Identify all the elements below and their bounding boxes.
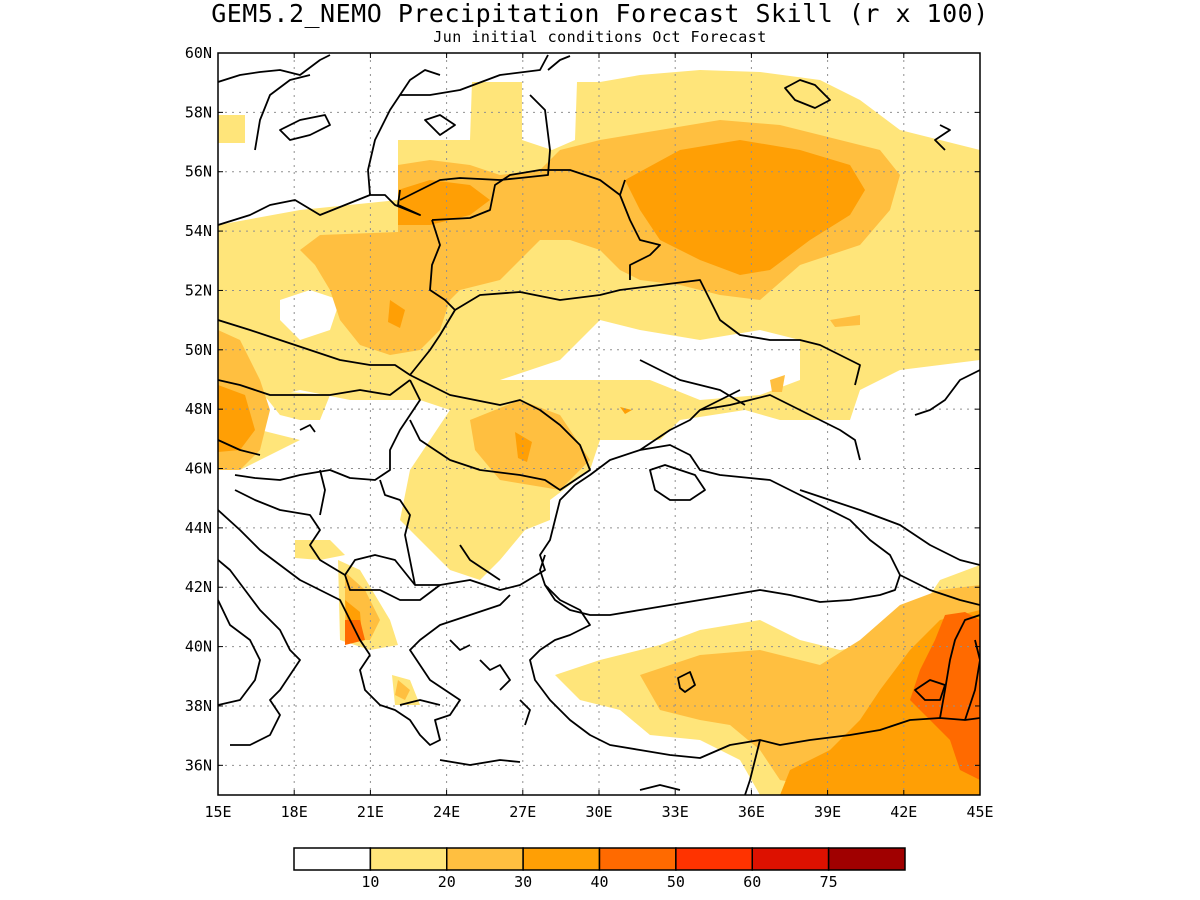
lat-tick-label: 38N [185, 697, 212, 715]
lat-tick-label: 54N [185, 222, 212, 240]
lon-tick-label: 45E [966, 803, 993, 821]
lat-tick-label: 52N [185, 281, 212, 299]
map-title: GEM5.2_NEMO Precipitation Forecast Skill… [211, 0, 989, 28]
colorbar-label: 30 [514, 873, 532, 891]
longitude-axis: 15E 18E 21E 24E 27E 30E 33E 36E 39E 42E 45E [204, 53, 994, 821]
lon-tick-label: 33E [662, 803, 689, 821]
colorbar-swatch [675, 847, 753, 871]
colorbar-swatch [827, 847, 906, 871]
colorbar-swatch [522, 847, 601, 871]
colorbar-label: 20 [438, 873, 456, 891]
latitude-axis: 60N 58N 56N 54N 52N 50N 48N 46N 44N 42N 40N 38N 36N [185, 44, 980, 774]
lat-tick-label: 36N [185, 756, 212, 774]
colorbar-label: 50 [667, 873, 685, 891]
lat-tick-label: 44N [185, 519, 212, 537]
lon-tick-label: 18E [281, 803, 308, 821]
lon-tick-label: 39E [814, 803, 841, 821]
lat-tick-label: 48N [185, 400, 212, 418]
lat-tick-label: 56N [185, 163, 212, 181]
lat-tick-label: 58N [185, 103, 212, 121]
lon-tick-label: 15E [204, 803, 231, 821]
colorbar-label: 40 [590, 873, 608, 891]
colorbar-label: 60 [743, 873, 761, 891]
lon-tick-label: 21E [357, 803, 384, 821]
colorbar-label: 10 [361, 873, 379, 891]
lon-tick-label: 27E [509, 803, 536, 821]
colorbar-swatch [446, 847, 524, 871]
coastlines-and-borders [218, 54, 980, 795]
lon-tick-label: 42E [890, 803, 917, 821]
colorbar-swatch [751, 847, 830, 871]
lat-tick-label: 42N [185, 578, 212, 596]
lon-tick-label: 24E [433, 803, 460, 821]
map-area [218, 53, 980, 795]
colorbar-label: 75 [820, 873, 838, 891]
colorbar-swatch [369, 847, 448, 871]
colorbar-swatch [293, 847, 372, 871]
lat-tick-label: 50N [185, 341, 212, 359]
lat-tick-label: 60N [185, 44, 212, 62]
lat-tick-label: 46N [185, 460, 212, 478]
colorbar: 10 20 30 40 50 60 75 [293, 847, 906, 891]
lon-tick-label: 36E [738, 803, 765, 821]
colorbar-swatch [598, 847, 677, 871]
lon-tick-label: 30E [585, 803, 612, 821]
lat-tick-label: 40N [185, 638, 212, 656]
map-subtitle: Jun initial conditions Oct Forecast [433, 28, 767, 46]
